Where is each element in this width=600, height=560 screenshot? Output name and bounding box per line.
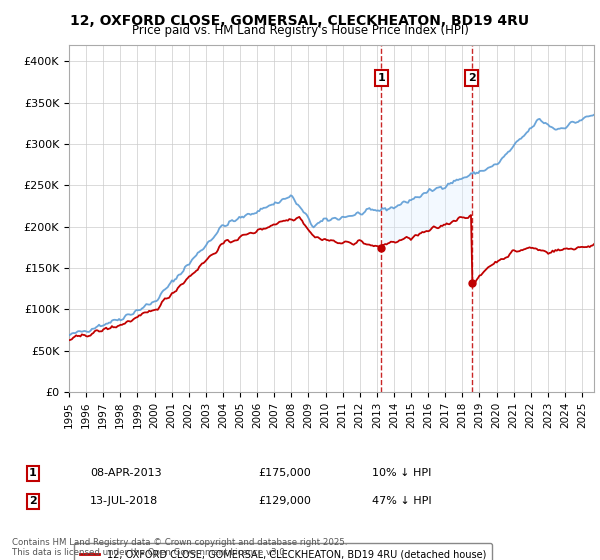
Text: £175,000: £175,000 [258, 468, 311, 478]
Text: 47% ↓ HPI: 47% ↓ HPI [372, 496, 431, 506]
Text: 2: 2 [29, 496, 37, 506]
Text: 1: 1 [29, 468, 37, 478]
Text: 13-JUL-2018: 13-JUL-2018 [90, 496, 158, 506]
Text: 08-APR-2013: 08-APR-2013 [90, 468, 161, 478]
Text: Contains HM Land Registry data © Crown copyright and database right 2025.
This d: Contains HM Land Registry data © Crown c… [12, 538, 347, 557]
Legend: 12, OXFORD CLOSE, GOMERSAL, CLECKHEATON, BD19 4RU (detached house), HPI: Average: 12, OXFORD CLOSE, GOMERSAL, CLECKHEATON,… [74, 543, 492, 560]
Text: 1: 1 [377, 73, 385, 83]
Text: £129,000: £129,000 [258, 496, 311, 506]
Text: Price paid vs. HM Land Registry's House Price Index (HPI): Price paid vs. HM Land Registry's House … [131, 24, 469, 36]
Text: 10% ↓ HPI: 10% ↓ HPI [372, 468, 431, 478]
Text: 12, OXFORD CLOSE, GOMERSAL, CLECKHEATON, BD19 4RU: 12, OXFORD CLOSE, GOMERSAL, CLECKHEATON,… [70, 14, 530, 28]
Text: 2: 2 [468, 73, 476, 83]
